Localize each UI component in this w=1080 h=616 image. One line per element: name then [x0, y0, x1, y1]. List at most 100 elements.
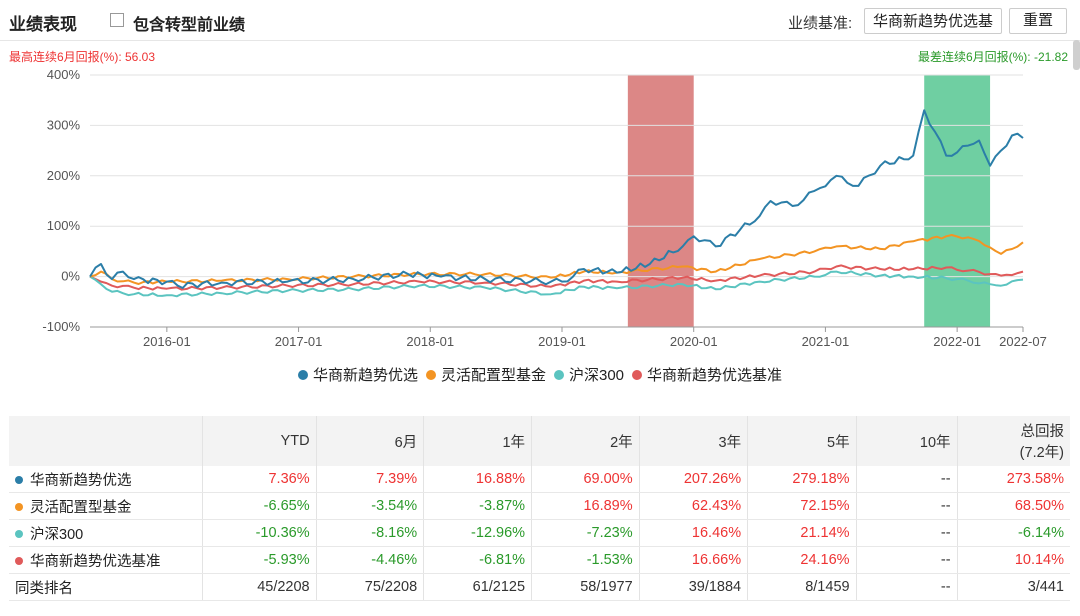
column-header: 6月	[316, 416, 425, 466]
table-cell: 279.18%	[747, 466, 857, 493]
reset-button[interactable]: 重置	[1009, 8, 1067, 34]
y-tick-label: -100%	[42, 319, 80, 334]
table-cell: --	[856, 546, 958, 574]
include-transformation-label[interactable]: 包含转型前业绩	[133, 17, 246, 34]
table-cell: -3.87%	[423, 492, 533, 520]
table-body: 华商新趋势优选 7.36% 7.39% 16.88% 69.00% 207.26% 279.…	[9, 466, 1070, 601]
total-return-period: (7.2年)	[1019, 445, 1064, 461]
table-row: 灵活配置型基金 -6.65% -3.54% -3.87% 16.89% 62.43% 72.…	[9, 492, 1070, 520]
scrollbar-thumb[interactable]	[1073, 40, 1080, 70]
column-header	[9, 416, 204, 466]
table-cell: --	[856, 519, 958, 547]
series-line-2	[89, 270, 1024, 298]
legend-item[interactable]: 华商新趋势优选基准	[632, 364, 782, 385]
legend-dot-icon	[553, 370, 564, 380]
table-cell: -4.46%	[316, 546, 425, 574]
legend-item[interactable]: 华商新趋势优选	[297, 364, 418, 385]
column-header: 1年	[423, 416, 533, 466]
top-bar: 业绩表现 包含转型前业绩 业绩基准: 华商新趋势优选基 重置	[0, 0, 1080, 40]
y-tick-label: 300%	[47, 117, 81, 132]
row-name: 同类排名	[9, 573, 204, 601]
table-cell: 16.66%	[639, 546, 749, 574]
x-tick-label: 2022-07	[999, 334, 1047, 349]
legend-label: 华商新趋势优选	[312, 367, 418, 384]
table-cell: 21.14%	[747, 519, 857, 547]
table-cell: 16.89%	[531, 492, 640, 520]
table-cell: -1.53%	[531, 546, 640, 574]
x-tick-label: 2017-01	[275, 334, 323, 349]
benchmark-select[interactable]: 华商新趋势优选基	[864, 8, 1002, 34]
header-divider	[0, 40, 1080, 41]
x-tick-label: 2019-01	[538, 334, 586, 349]
column-header: 2年	[531, 416, 640, 466]
table-cell: -10.36%	[202, 519, 317, 547]
table-cell: 7.36%	[202, 466, 317, 493]
chart-legend: 华商新趋势优选 灵活配置型基金 沪深300 华商新趋势优选基准	[0, 364, 1080, 385]
table-cell: 61/2125	[423, 573, 533, 601]
x-tick-label: 2018-01	[406, 334, 454, 349]
table-cell: --	[856, 573, 958, 601]
table-cell: -6.81%	[423, 546, 533, 574]
column-header: YTD	[202, 416, 317, 466]
column-header: 总回报 (7.2年)	[957, 416, 1070, 466]
benchmark-label: 业绩基准:	[788, 15, 853, 32]
y-tick-label: 100%	[47, 218, 81, 233]
table-cell: -7.23%	[531, 519, 640, 547]
band-best	[627, 75, 694, 327]
legend-item[interactable]: 沪深300	[553, 364, 625, 385]
row-label: 同类排名	[15, 580, 73, 597]
legend-label: 沪深300	[568, 367, 625, 384]
table-cell: -12.96%	[423, 519, 533, 547]
row-label: 华商新趋势优选基准	[30, 553, 161, 570]
row-dot-icon	[15, 529, 23, 538]
row-label: 沪深300	[30, 526, 84, 543]
y-tick-label: 200%	[47, 168, 81, 183]
table-cell: 8/1459	[747, 573, 857, 601]
table-cell: 7.39%	[316, 466, 425, 493]
table-cell: -8.16%	[316, 519, 425, 547]
table-header-row: YTD 6月 1年 2年 3年 5年 10年 总回报 (7.2年)	[9, 416, 1070, 466]
row-name: 沪深300	[9, 519, 204, 547]
row-name: 灵活配置型基金	[9, 492, 204, 520]
row-name: 华商新趋势优选	[9, 466, 204, 493]
row-dot-icon	[15, 556, 23, 565]
legend-item[interactable]: 灵活配置型基金	[425, 364, 546, 385]
y-tick-label: 400%	[47, 67, 81, 82]
x-tick-label: 2020-01	[670, 334, 718, 349]
section-title: 业绩表现	[9, 15, 77, 34]
table-cell: 68.50%	[957, 492, 1070, 520]
row-name: 华商新趋势优选基准	[9, 546, 204, 574]
table-row: 华商新趋势优选基准 -5.93% -4.46% -6.81% -1.53% 16.66% 2…	[9, 546, 1070, 574]
performance-chart: 400% 300% 200% 100% 0% -100% 2016-01 2017-01 201…	[42, 67, 1047, 349]
returns-table: YTD 6月 1年 2年 3年 5年 10年 总回报 (7.2年) 华商新趋势优选 7.36% 7.…	[9, 416, 1070, 601]
table-cell: -6.14%	[957, 519, 1070, 547]
table-cell: 24.16%	[747, 546, 857, 574]
column-header: 3年	[639, 416, 749, 466]
x-tick-label: 2021-01	[802, 334, 850, 349]
table-cell: 45/2208	[202, 573, 317, 601]
table-cell: --	[856, 492, 958, 520]
series-line-3	[89, 264, 1024, 291]
table-row: 同类排名 45/2208 75/2208 61/2125 58/1977 39/1884 8…	[9, 573, 1070, 601]
table-cell: -5.93%	[202, 546, 317, 574]
table-cell: 16.88%	[423, 466, 533, 493]
table-cell: 62.43%	[639, 492, 749, 520]
table-cell: 10.14%	[957, 546, 1070, 574]
table-cell: 207.26%	[639, 466, 749, 493]
table-row: 沪深300 -10.36% -8.16% -12.96% -7.23% 16.46% 21.…	[9, 519, 1070, 547]
legend-label: 华商新趋势优选基准	[647, 367, 783, 384]
table-cell: 3/441	[957, 573, 1070, 601]
column-header: 10年	[856, 416, 958, 466]
x-tick-label: 2022-01	[933, 334, 981, 349]
x-tick-label: 2016-01	[143, 334, 191, 349]
worst-6m-return: 最差连续6月回报(%): -21.82	[917, 50, 1068, 64]
series-line-1	[89, 234, 1024, 285]
row-label: 华商新趋势优选	[30, 472, 132, 489]
table-cell: -6.65%	[202, 492, 317, 520]
row-label: 灵活配置型基金	[30, 499, 132, 516]
legend-dot-icon	[425, 370, 436, 380]
include-transformation-checkbox[interactable]	[110, 13, 124, 27]
table-cell: --	[856, 466, 958, 493]
row-dot-icon	[15, 502, 23, 511]
best-6m-return: 最高连续6月回报(%): 56.03	[9, 50, 156, 64]
